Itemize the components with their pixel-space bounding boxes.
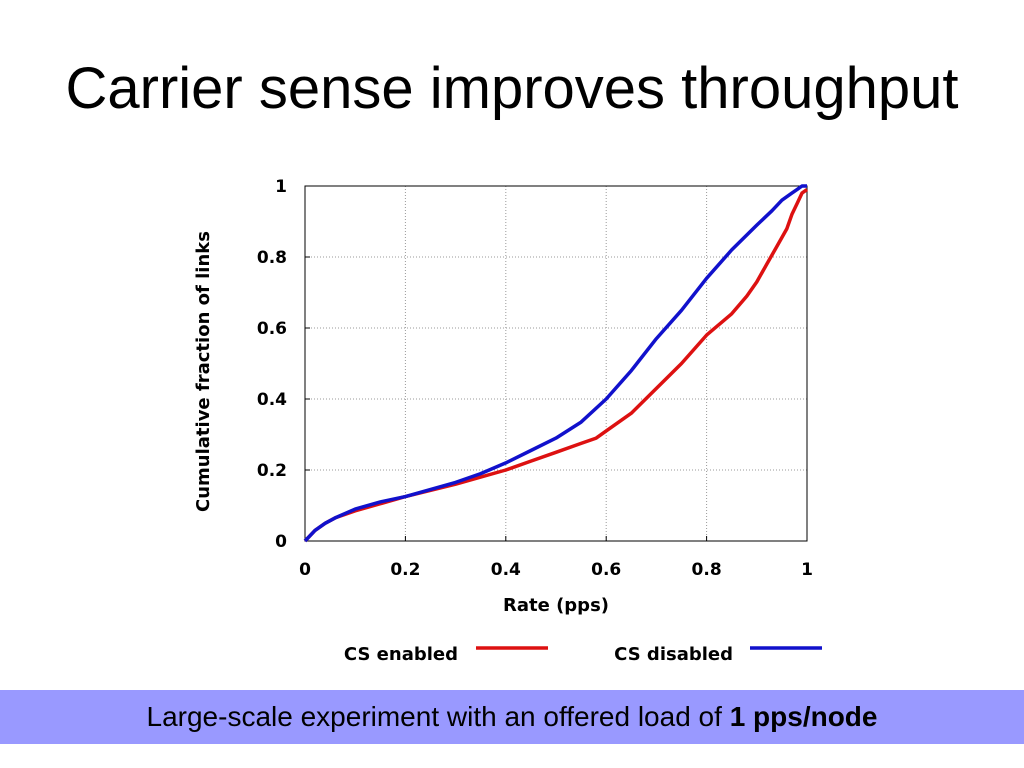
tick-layer: 0 0.2 0.4 0.6 0.8 1 0 0.2 0.4 0.6 0.8 1 [257,177,813,580]
y-tick-label: 0.4 [257,390,287,410]
cdf-chart: 0 0.2 0.4 0.6 0.8 100.20.40.60.81 Rate (pps) … [193,177,822,665]
footer-emphasis: 1 pps/node [729,701,878,732]
x-tick-label: 0 [299,560,311,580]
x-tick-label: 0.4 [491,560,521,580]
x-axis-label: Rate (pps) [503,595,609,616]
slide-title: Carrier sense improves throughput [65,56,959,121]
legend-label-cs-disabled: CS disabled [614,644,733,665]
footer-text: Large-scale experiment with an offered l… [146,701,722,732]
plot-frame [304,185,808,542]
footer-banner: Large-scale experiment with an offered l… [0,690,1024,744]
y-tick-label: 0.2 [257,461,287,481]
series-line-cs-enabled [303,188,809,543]
x-tick-label: 0.2 [390,560,420,580]
x-tick-label: 0.8 [692,560,722,580]
x-tick-label: 1 [801,560,813,580]
x-tick-label: 0.6 [591,560,621,580]
y-tick-label: 1 [275,177,287,197]
y-tick-label: 0.8 [257,248,287,268]
legend-label-cs-enabled: CS enabled [344,644,458,665]
y-tick-label: 0.6 [257,319,287,339]
legend: CS enabled CS disabled [344,644,822,665]
y-axis-label: Cumulative fraction of links [193,231,214,512]
chart-container: 0 0.2 0.4 0.6 0.8 1 0 0.2 0.4 0.6 0.8 1 Rate (pps) … [193,177,822,665]
y-tick-label: 0 [275,532,287,552]
series-line-cs-disabled [303,184,807,543]
series-layer [303,184,809,543]
grid-layer [305,186,807,541]
